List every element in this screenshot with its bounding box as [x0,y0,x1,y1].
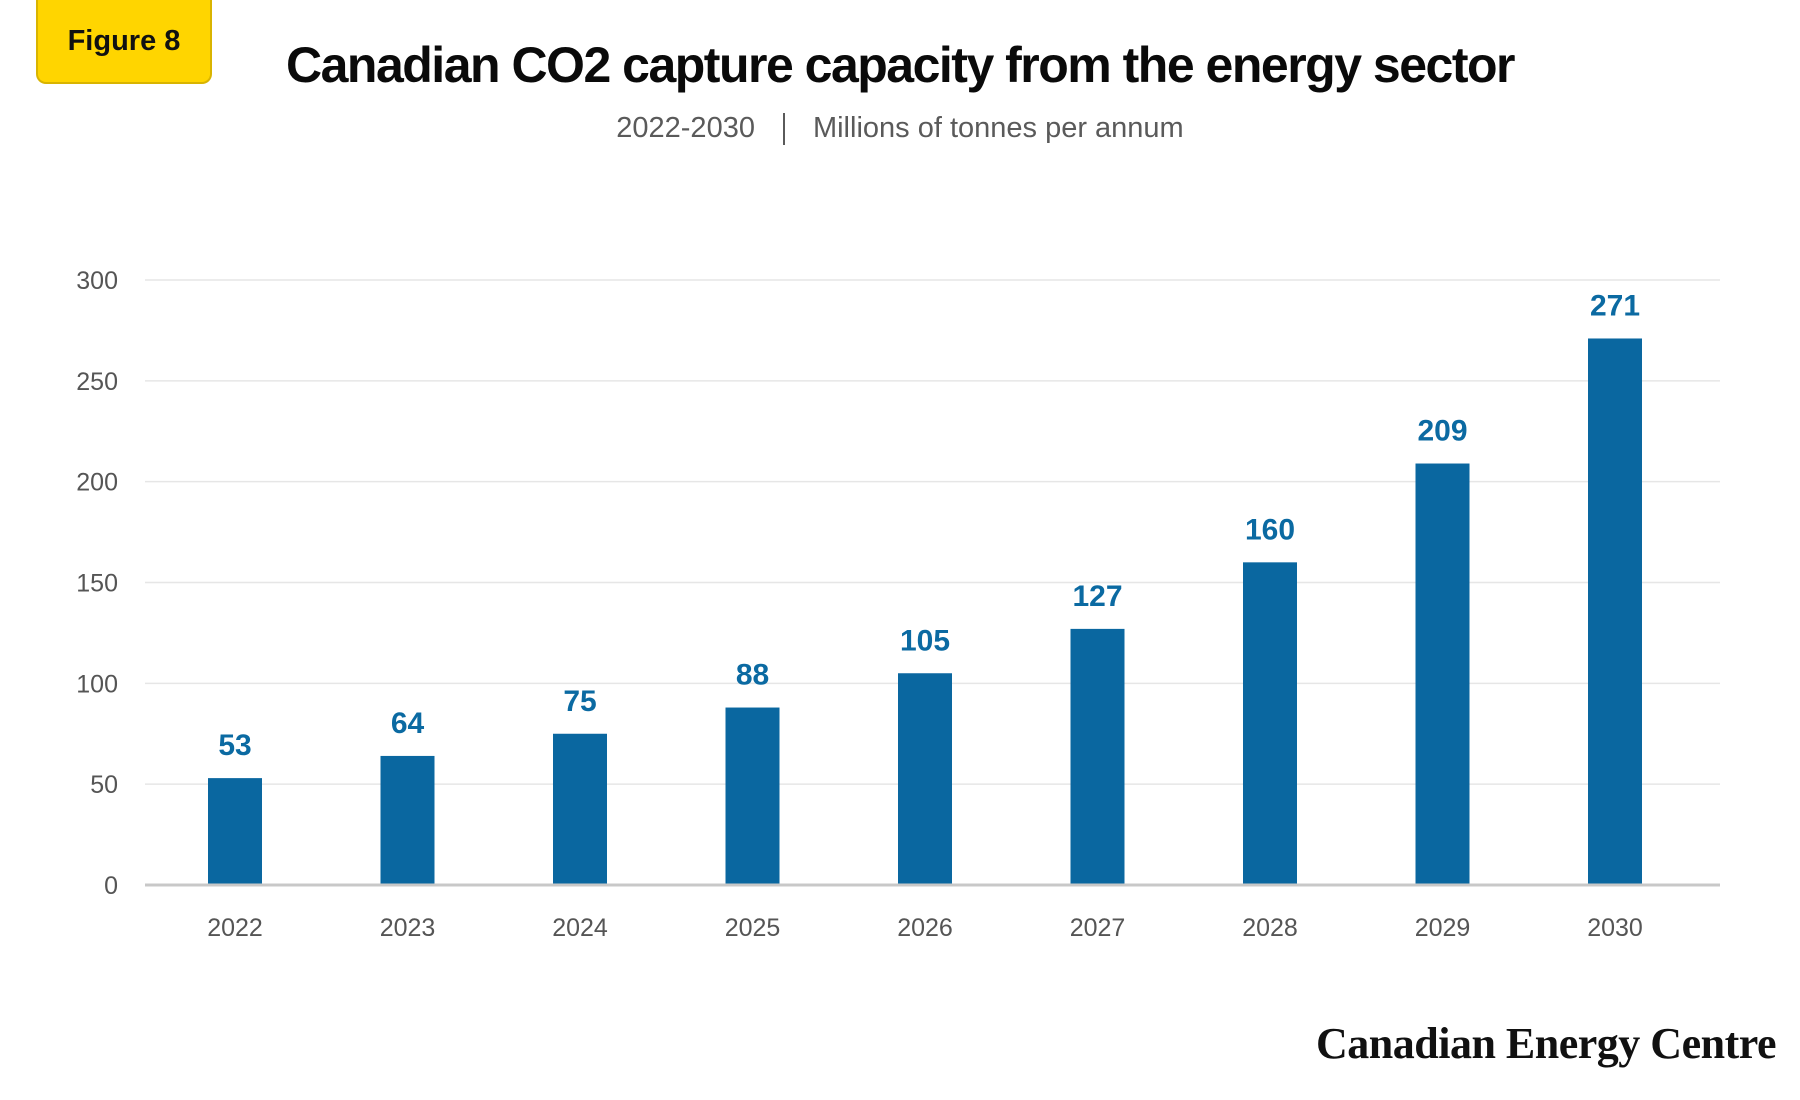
chart-title: Canadian CO2 capture capacity from the e… [286,37,1515,93]
data-label: 88 [736,659,769,692]
subtitle-units: Millions of tonnes per annum [812,112,1184,144]
chart-subtitle: 2022-2030 Millions of tonnes per annum [300,112,1500,145]
bar [898,673,952,884]
brand-logo: Canadian Energy Centre [1316,1019,1776,1068]
data-label: 209 [1417,415,1467,448]
data-label: 160 [1245,513,1295,546]
data-label: 271 [1590,289,1640,322]
x-tick-label: 2022 [207,914,263,942]
bar [725,707,780,884]
y-tick-label: 150 [76,570,118,598]
y-tick-label: 0 [104,872,118,900]
x-tick-label: 2027 [1070,914,1126,942]
bar [208,778,262,884]
x-tick-label: 2024 [552,914,608,942]
subtitle-range: 2022-2030 [616,112,755,144]
y-tick-label: 250 [76,368,118,396]
y-tick-label: 300 [76,267,118,295]
x-tick-label: 2030 [1587,914,1643,942]
y-tick-label: 50 [90,771,118,799]
x-tick-label: 2026 [897,914,953,942]
x-tick-label: 2023 [380,914,436,942]
bar [1243,562,1297,884]
y-tick-label: 200 [76,469,118,497]
bar [1415,463,1470,884]
bar [1070,628,1125,884]
figure-badge-label: Figure 8 [67,24,181,57]
data-label: 127 [1072,580,1122,613]
data-label: 64 [391,707,425,740]
data-label: 105 [900,624,950,657]
bar [553,733,607,884]
x-tick-label: 2028 [1242,914,1298,942]
figure-badge: Figure 8 [36,0,212,84]
x-tick-label: 2025 [725,914,781,942]
data-label: 75 [563,685,596,718]
y-tick-label: 100 [76,670,118,698]
bar [1588,338,1642,884]
x-tick-label: 2029 [1415,914,1471,942]
bar [380,755,435,884]
data-label: 53 [218,729,251,762]
subtitle-separator [782,112,785,145]
